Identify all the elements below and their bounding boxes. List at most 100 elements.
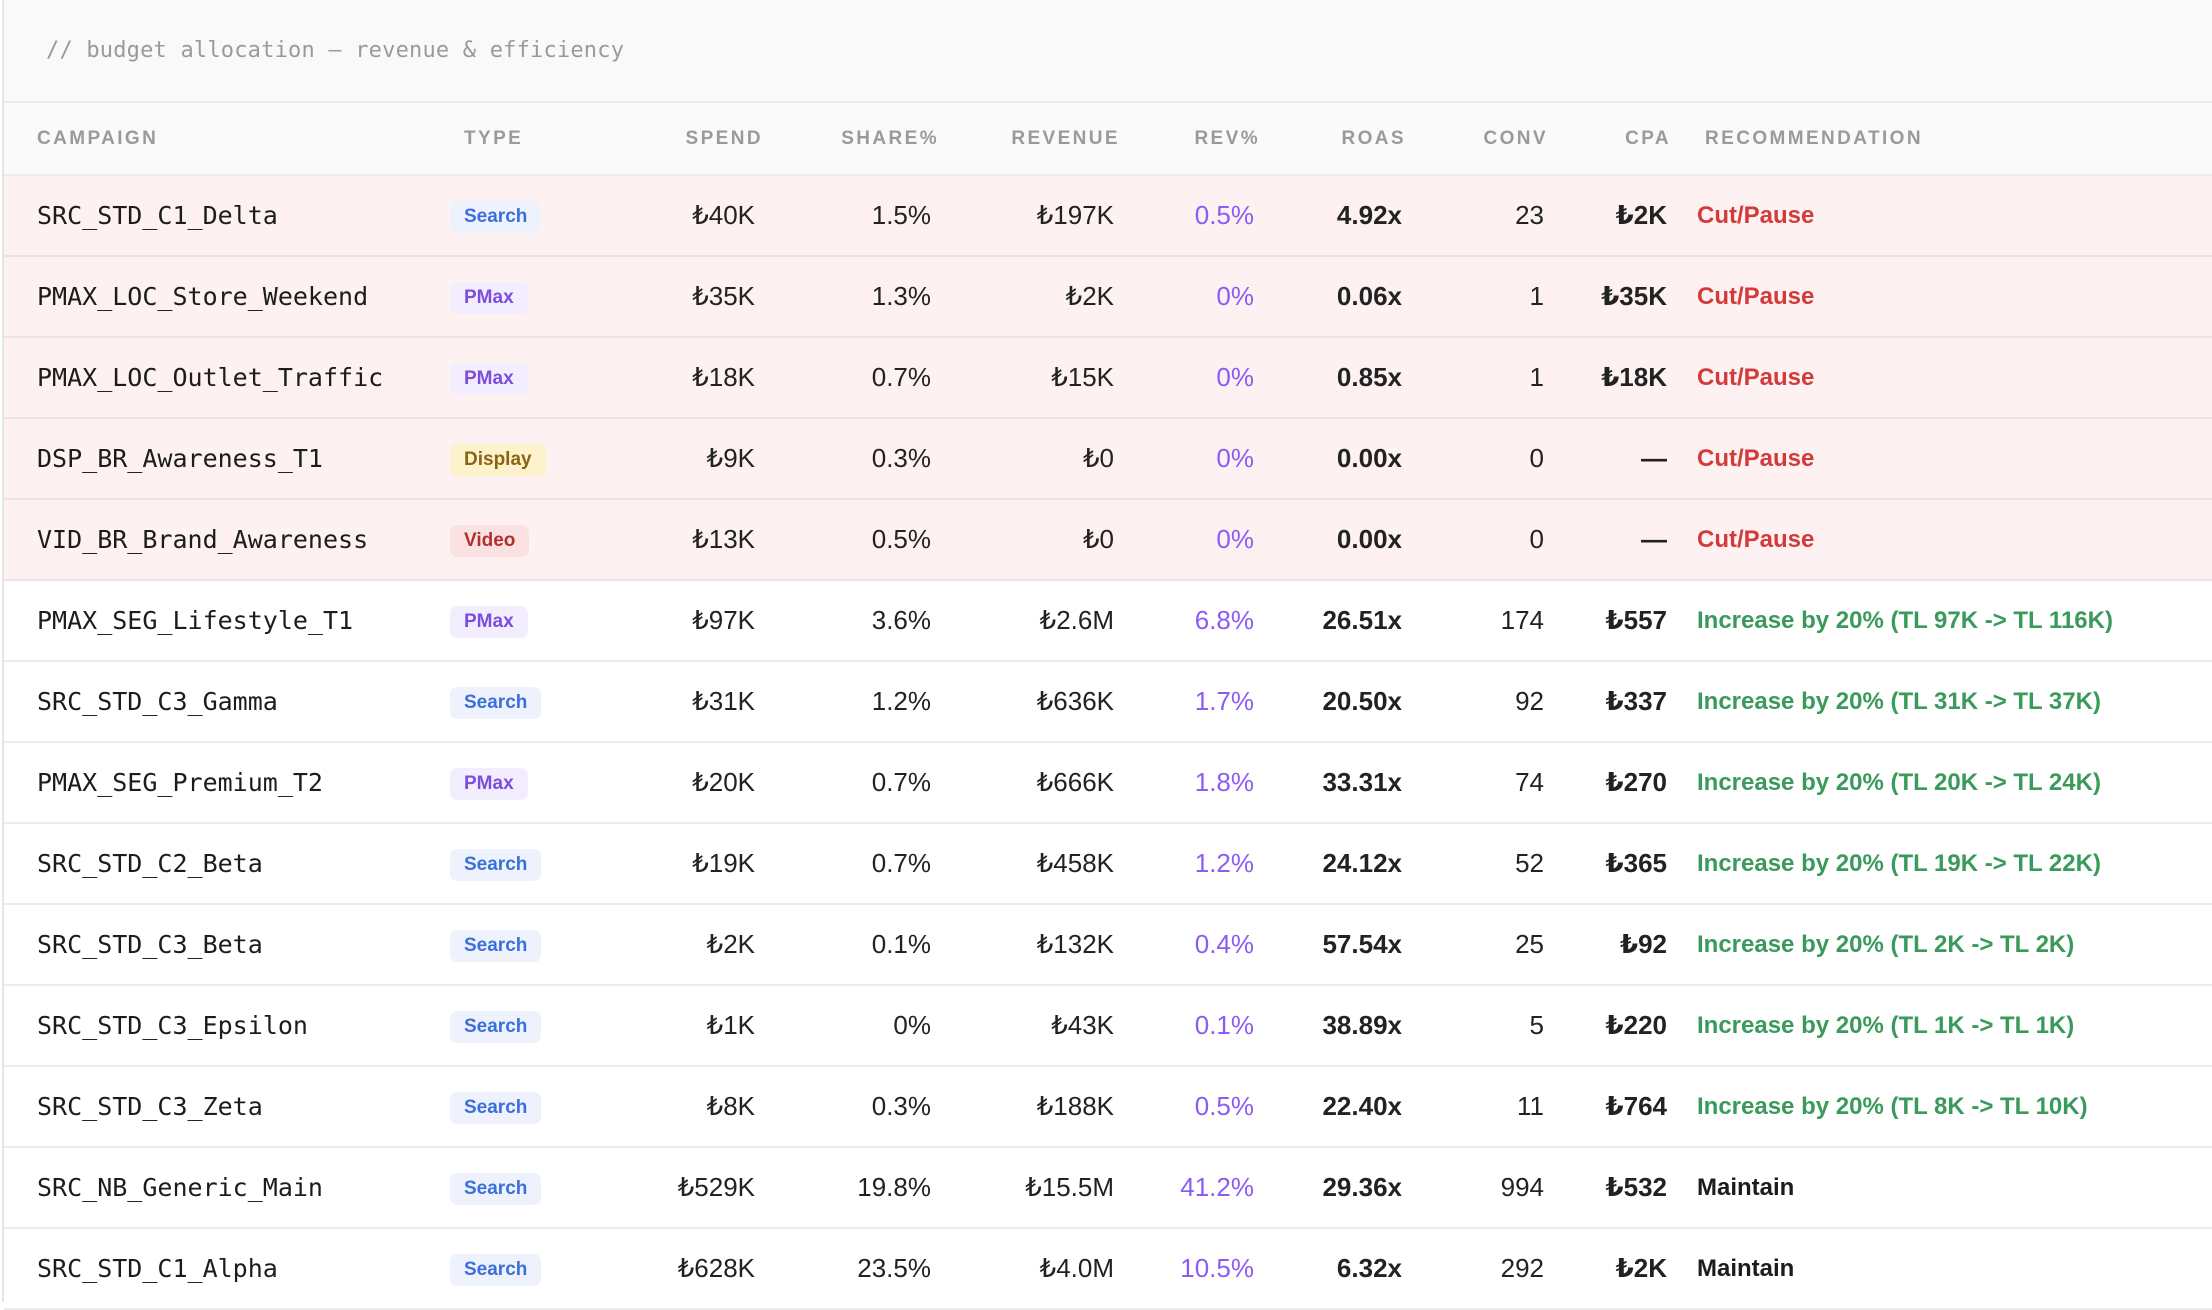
spend-cell: ₺628K: [677, 1253, 755, 1283]
campaign-name-cell: SRC_NB_Generic_Main: [37, 1173, 323, 1202]
share-cell: 0.7%: [871, 362, 931, 392]
recommendation-cell: Increase by 20% (TL 1K -> TL 1K): [1697, 1011, 2075, 1039]
header-campaign[interactable]: CAMPAIGN: [37, 127, 159, 149]
type-badge: Search: [450, 201, 542, 233]
roas-cell: 6.32x: [1336, 1253, 1402, 1283]
type-cell: Search: [424, 175, 629, 256]
type-badge: Search: [450, 1011, 542, 1043]
share-cell: 3.6%: [871, 605, 931, 635]
type-cell: Search: [424, 1147, 629, 1228]
spend-cell: ₺20K: [692, 767, 755, 797]
table-row[interactable]: SRC_STD_C1_Delta Search ₺40K 1.5% ₺197K 0.5% 4…: [4, 175, 2212, 256]
roas-cell: 29.36x: [1322, 1172, 1402, 1202]
table-row[interactable]: PMAX_LOC_Store_Weekend PMax ₺35K 1.3% ₺2K 0% 0…: [4, 256, 2212, 337]
type-cell: PMax: [424, 337, 629, 418]
revpct-cell: 41.2%: [1180, 1172, 1254, 1202]
campaign-name-cell: SRC_STD_C3_Gamma: [37, 687, 278, 716]
table-row[interactable]: DSP_BR_Awareness_T1 Display ₺9K 0.3% ₺0 0% 0.0…: [4, 418, 2212, 499]
campaign-name-cell: PMAX_LOC_Store_Weekend: [37, 282, 369, 311]
header-row: CAMPAIGN TYPE SPEND SHARE% REVENUE REV% …: [4, 103, 2212, 175]
revpct-cell: 10.5%: [1180, 1253, 1254, 1283]
table-row[interactable]: VID_BR_Brand_Awareness Video ₺13K 0.5% ₺0 0% 0…: [4, 499, 2212, 580]
type-badge: Search: [450, 1092, 542, 1124]
header-cpa[interactable]: CPA: [1625, 127, 1671, 149]
cpa-cell: —: [1641, 443, 1667, 473]
share-cell: 0.7%: [871, 848, 931, 878]
table-row[interactable]: SRC_STD_C3_Beta Search ₺2K 0.1% ₺132K 0.4% 57.…: [4, 904, 2212, 985]
header-share[interactable]: SHARE%: [841, 127, 939, 149]
cpa-cell: ₺2K: [1615, 1253, 1667, 1283]
header-revenue[interactable]: REVENUE: [1011, 127, 1120, 149]
header-type[interactable]: TYPE: [464, 127, 524, 149]
table-row[interactable]: SRC_STD_C3_Epsilon Search ₺1K 0% ₺43K 0.1% 38.…: [4, 985, 2212, 1066]
revenue-cell: ₺197K: [1036, 200, 1114, 230]
spend-cell: ₺18K: [692, 362, 755, 392]
table-row[interactable]: SRC_STD_C1_Alpha Search ₺628K 23.5% ₺4.0M 10.…: [4, 1228, 2212, 1309]
campaign-name-cell: SRC_STD_C1_Alpha: [37, 1254, 278, 1283]
spend-cell: ₺1K: [706, 1010, 755, 1040]
revpct-cell: 1.2%: [1194, 848, 1254, 878]
roas-cell: 24.12x: [1322, 848, 1402, 878]
table-row[interactable]: SRC_STD_C3_Zeta Search ₺8K 0.3% ₺188K 0.5% 22.…: [4, 1066, 2212, 1147]
conv-cell: 292: [1500, 1253, 1544, 1283]
budget-allocation-table: CAMPAIGN TYPE SPEND SHARE% REVENUE REV% …: [4, 103, 2212, 1310]
revenue-cell: ₺132K: [1036, 929, 1114, 959]
type-badge: PMax: [450, 606, 528, 638]
header-revpct[interactable]: REV%: [1194, 127, 1260, 149]
table-row[interactable]: PMAX_SEG_Premium_T2 PMax ₺20K 0.7% ₺666K 1.8%…: [4, 742, 2212, 823]
cpa-cell: ₺220: [1605, 1010, 1667, 1040]
recommendation-cell: Cut/Pause: [1697, 363, 1815, 391]
roas-cell: 22.40x: [1322, 1091, 1402, 1121]
type-badge: Search: [450, 930, 542, 962]
table-row[interactable]: PMAX_LOC_Outlet_Traffic PMax ₺18K 0.7% ₺15K 0…: [4, 337, 2212, 418]
cpa-cell: ₺337: [1605, 686, 1667, 716]
type-badge: Search: [450, 687, 542, 719]
cpa-cell: ₺18K: [1601, 362, 1667, 392]
revpct-cell: 0%: [1216, 362, 1254, 392]
revenue-cell: ₺2K: [1065, 281, 1114, 311]
header-spend[interactable]: SPEND: [685, 127, 763, 149]
revenue-cell: ₺0: [1082, 524, 1114, 554]
table-row[interactable]: SRC_STD_C3_Gamma Search ₺31K 1.2% ₺636K 1.7% 2…: [4, 661, 2212, 742]
recommendation-cell: Cut/Pause: [1697, 444, 1815, 472]
conv-cell: 1: [1529, 281, 1544, 311]
campaign-name-cell: DSP_BR_Awareness_T1: [37, 444, 323, 473]
share-cell: 1.3%: [871, 281, 931, 311]
type-cell: Search: [424, 1228, 629, 1309]
roas-cell: 33.31x: [1322, 767, 1402, 797]
type-cell: Search: [424, 1066, 629, 1147]
conv-cell: 23: [1515, 200, 1544, 230]
table-row[interactable]: PMAX_SEG_Lifestyle_T1 PMax ₺97K 3.6% ₺2.6M 6.…: [4, 580, 2212, 661]
revpct-cell: 0.5%: [1194, 1091, 1254, 1121]
share-cell: 0%: [893, 1010, 931, 1040]
spend-cell: ₺40K: [692, 200, 755, 230]
type-cell: Search: [424, 985, 629, 1066]
spend-cell: ₺9K: [706, 443, 755, 473]
share-cell: 0.7%: [871, 767, 931, 797]
revpct-cell: 1.7%: [1194, 686, 1254, 716]
revenue-cell: ₺188K: [1036, 1091, 1114, 1121]
conv-cell: 1: [1529, 362, 1544, 392]
spend-cell: ₺97K: [692, 605, 755, 635]
type-cell: PMax: [424, 580, 629, 661]
revpct-cell: 0%: [1216, 443, 1254, 473]
campaign-name-cell: VID_BR_Brand_Awareness: [37, 525, 369, 554]
spend-cell: ₺8K: [706, 1091, 755, 1121]
type-badge: Search: [450, 849, 542, 881]
table-row[interactable]: SRC_STD_C2_Beta Search ₺19K 0.7% ₺458K 1.2% 24…: [4, 823, 2212, 904]
revpct-cell: 6.8%: [1194, 605, 1254, 635]
header-roas[interactable]: ROAS: [1341, 127, 1406, 149]
spend-cell: ₺31K: [692, 686, 755, 716]
roas-cell: 0.00x: [1336, 443, 1402, 473]
share-cell: 0.3%: [871, 443, 931, 473]
table-row[interactable]: SRC_NB_Generic_Main Search ₺529K 19.8% ₺15.5…: [4, 1147, 2212, 1228]
header-conv[interactable]: CONV: [1483, 127, 1548, 149]
header-recommendation[interactable]: RECOMMENDATION: [1705, 127, 1923, 149]
type-cell: PMax: [424, 256, 629, 337]
conv-cell: 92: [1515, 686, 1544, 716]
recommendation-cell: Cut/Pause: [1697, 282, 1815, 310]
type-badge: Search: [450, 1254, 542, 1286]
type-cell: Search: [424, 823, 629, 904]
campaign-name-cell: SRC_STD_C3_Zeta: [37, 1092, 263, 1121]
roas-cell: 38.89x: [1322, 1010, 1402, 1040]
